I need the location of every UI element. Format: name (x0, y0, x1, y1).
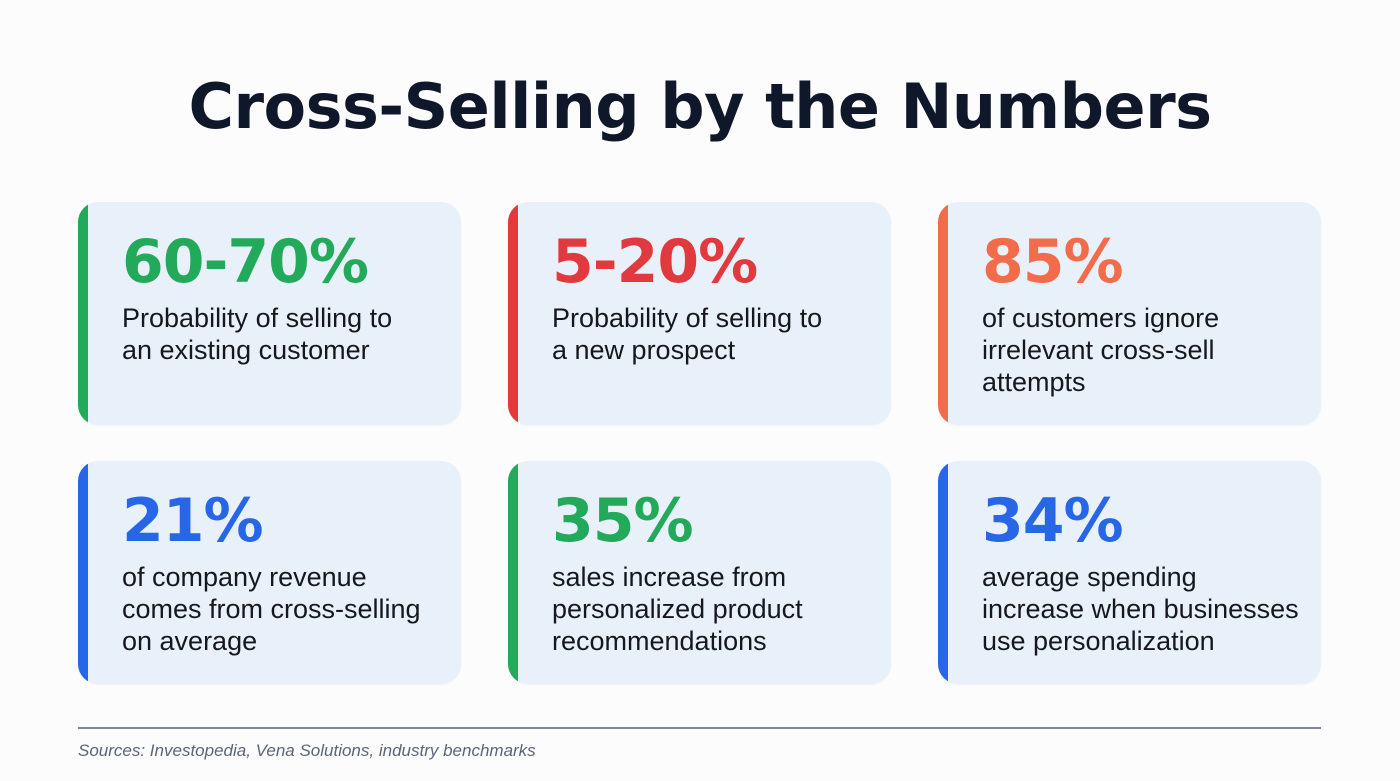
stat-card-existing-customer: 60-70% Probability of selling to an exis… (78, 202, 461, 425)
stat-value: 21% (122, 486, 264, 556)
desc-line: use personalization (982, 626, 1215, 656)
stat-card-company-revenue: 21% of company revenue comes from cross-… (78, 461, 461, 684)
accent-bar (938, 202, 948, 425)
desc-line: of customers ignore (982, 303, 1220, 333)
desc-line: personalized product (552, 594, 803, 624)
desc-line: comes from cross-selling (122, 594, 421, 624)
desc-line: a new prospect (552, 335, 736, 365)
stats-grid: 60-70% Probability of selling to an exis… (78, 202, 1321, 684)
desc-line: attempts (982, 367, 1086, 397)
stat-value: 85% (982, 227, 1124, 297)
accent-bar (508, 202, 518, 425)
stat-card-ignore-irrelevant: 85% of customers ignore irrelevant cross… (938, 202, 1321, 425)
accent-bar (938, 461, 948, 684)
desc-line: increase when businesses (982, 594, 1299, 624)
desc-line: average spending (982, 562, 1197, 592)
desc-line: Probability of selling to (552, 303, 823, 333)
footer-divider (78, 727, 1321, 729)
stat-value: 34% (982, 486, 1124, 556)
desc-line: sales increase from (552, 562, 787, 592)
stat-card-new-prospect: 5-20% Probability of selling to a new pr… (508, 202, 891, 425)
desc-line: on average (122, 626, 258, 656)
page-title: Cross-Selling by the Numbers (188, 70, 1212, 143)
stat-description: average spending increase when businesse… (982, 561, 1303, 657)
stat-description: of customers ignore irrelevant cross-sel… (982, 302, 1303, 398)
stat-description: of company revenue comes from cross-sell… (122, 561, 443, 657)
stat-description: sales increase from personalized product… (552, 561, 873, 657)
accent-bar (78, 202, 88, 425)
stat-description: Probability of selling to a new prospect (552, 302, 873, 366)
stat-value: 5-20% (552, 227, 758, 297)
desc-line: irrelevant cross-sell (982, 335, 1215, 365)
sources-note: Sources: Investopedia, Vena Solutions, i… (78, 741, 536, 760)
accent-bar (78, 461, 88, 684)
desc-line: an existing customer (122, 335, 370, 365)
desc-line: Probability of selling to (122, 303, 393, 333)
stat-value: 60-70% (122, 227, 369, 297)
accent-bar (508, 461, 518, 684)
stat-value: 35% (552, 486, 694, 556)
desc-line: recommendations (552, 626, 767, 656)
desc-line: of company revenue (122, 562, 367, 592)
stat-description: Probability of selling to an existing cu… (122, 302, 443, 366)
stat-card-sales-increase: 35% sales increase from personalized pro… (508, 461, 891, 684)
stat-card-spending-increase: 34% average spending increase when busin… (938, 461, 1321, 684)
